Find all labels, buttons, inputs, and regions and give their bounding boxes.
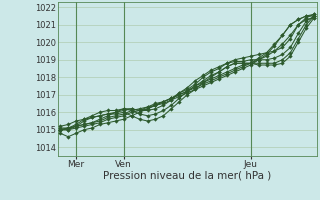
X-axis label: Pression niveau de la mer( hPa ): Pression niveau de la mer( hPa ) — [103, 171, 271, 181]
